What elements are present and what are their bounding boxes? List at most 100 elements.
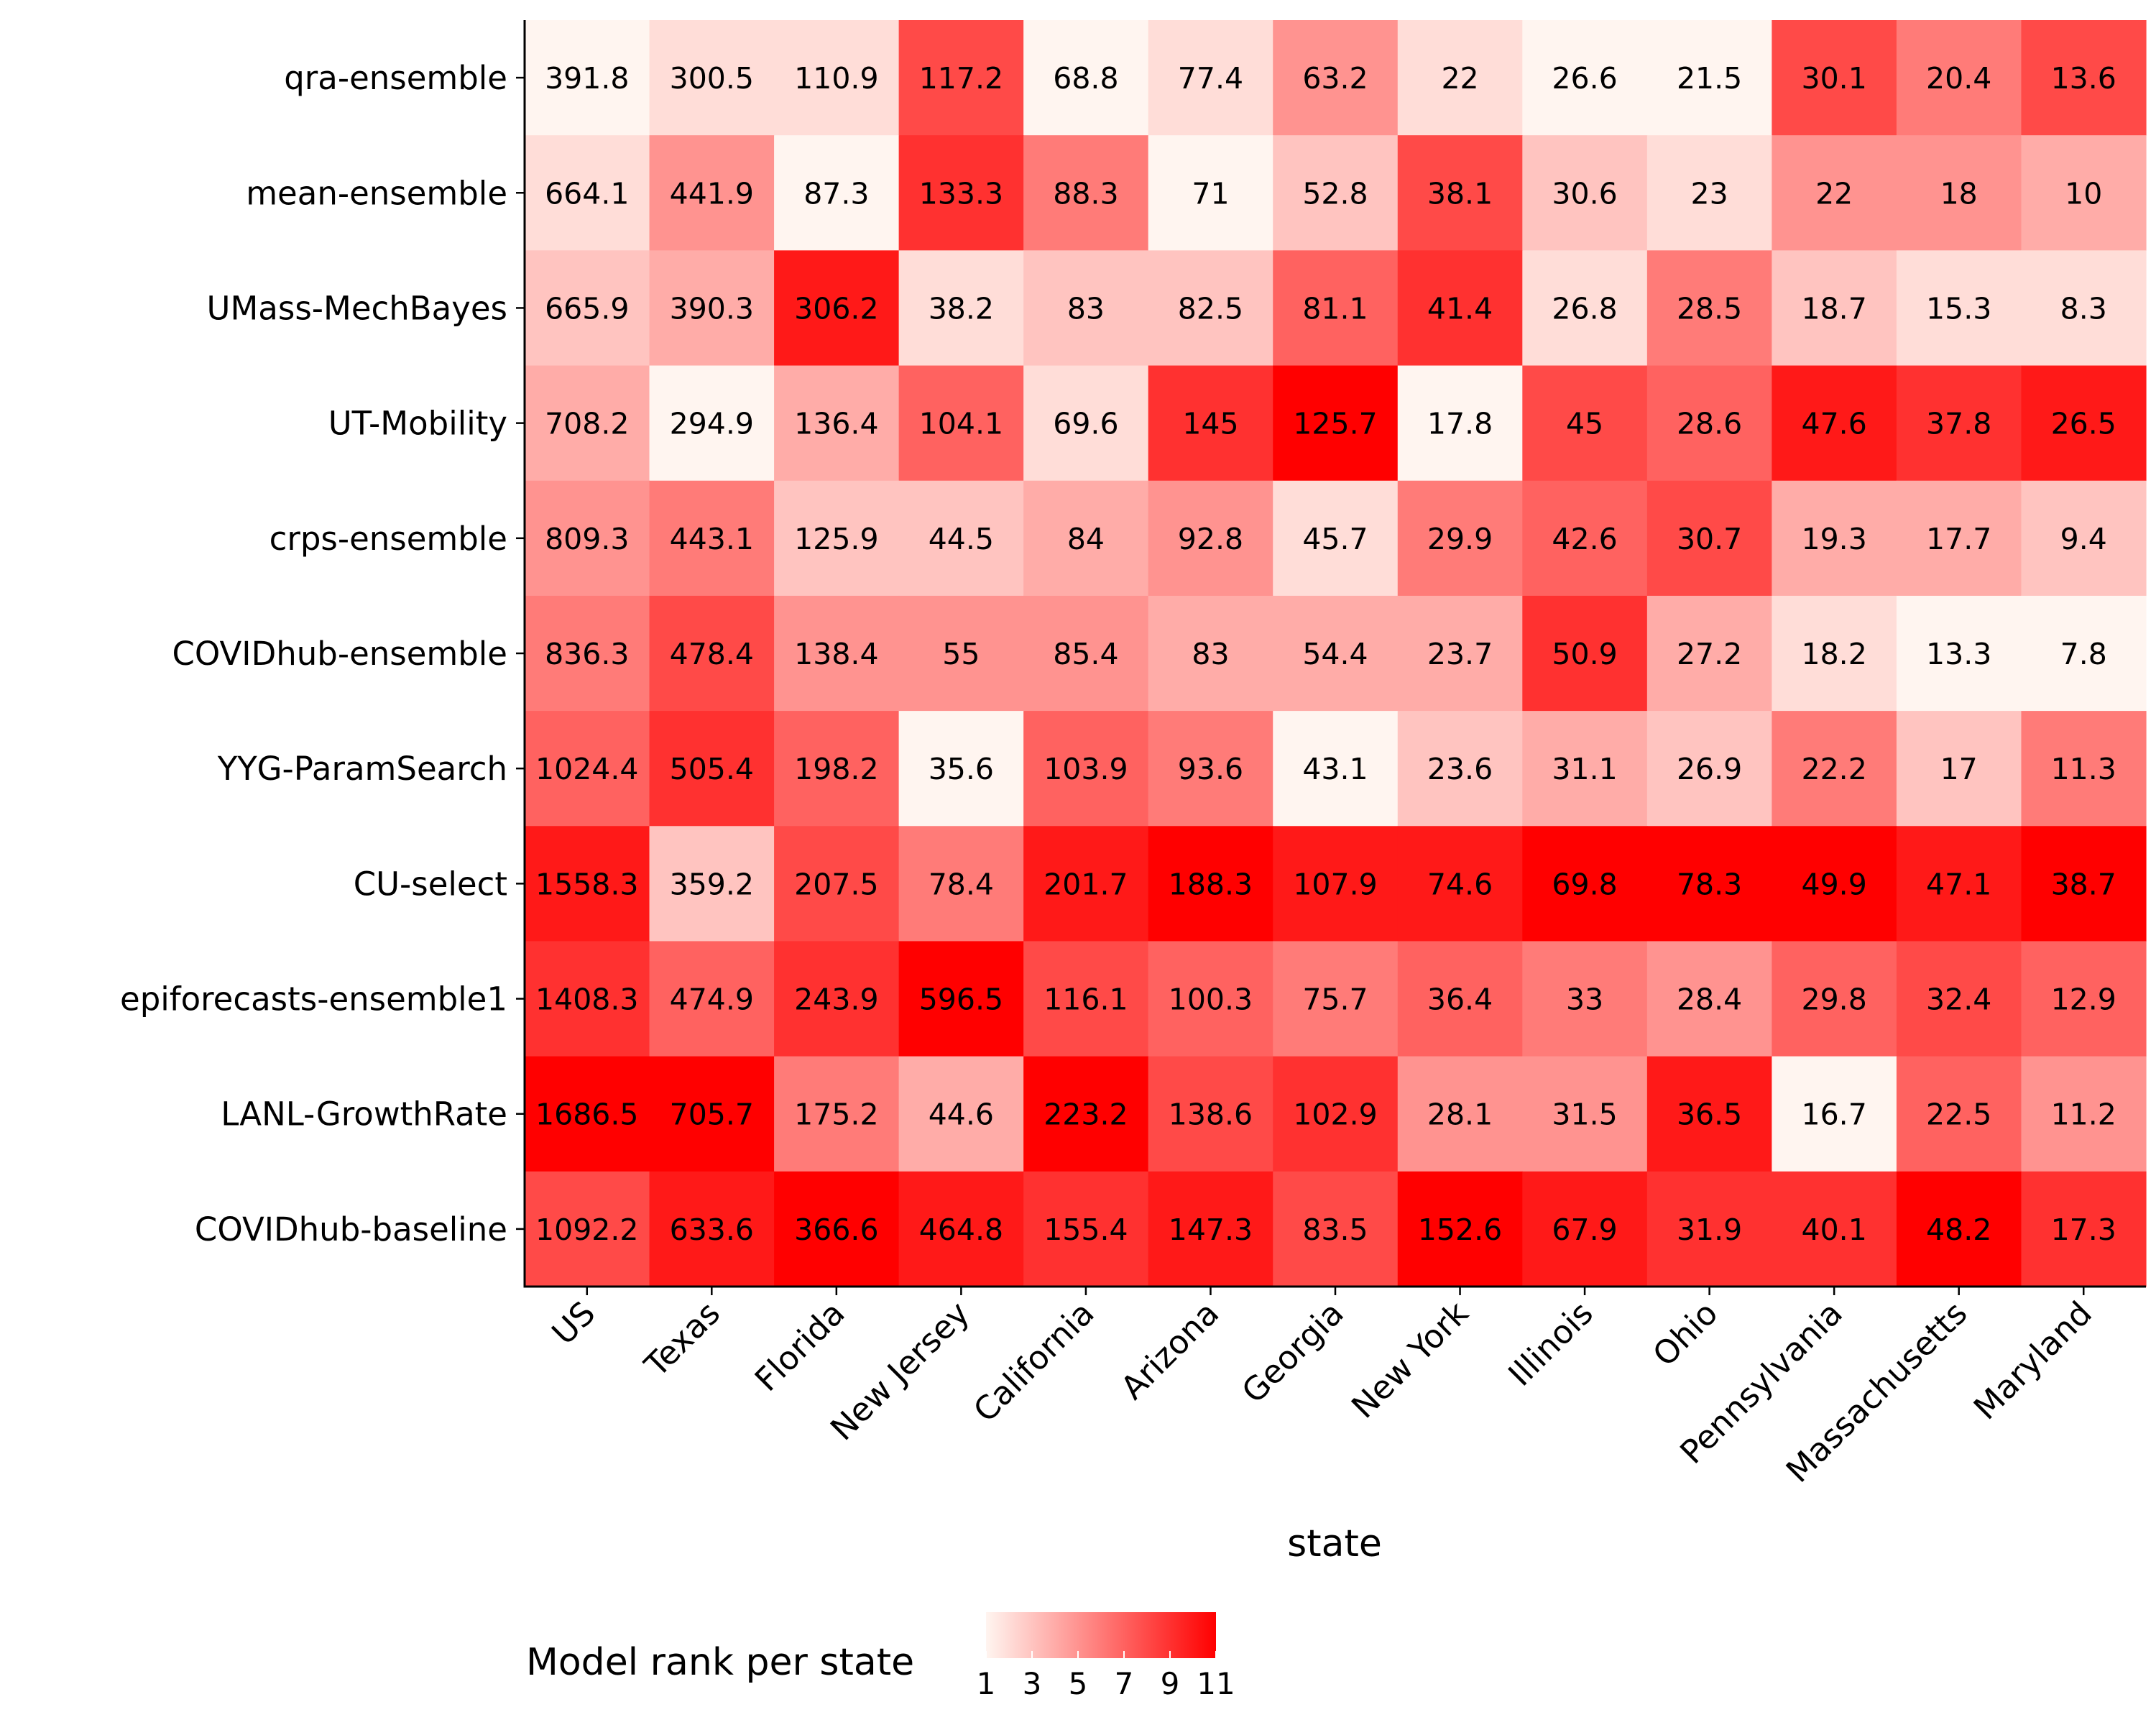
y-tick-label-qra-ensemble: qra-ensemble	[284, 59, 507, 97]
cell-value-label: 104.1	[919, 407, 1003, 441]
heatmap-cell	[1772, 135, 1897, 251]
heatmap-cell	[1148, 941, 1273, 1057]
cell-value-label: 21.5	[1677, 61, 1742, 96]
heatmap-cell	[774, 595, 900, 712]
cell-value-label: 42.6	[1552, 522, 1617, 556]
heatmap-cell	[525, 480, 650, 597]
heatmap-cell	[1522, 826, 1648, 942]
heatmap-cell	[898, 480, 1024, 597]
cell-value-label: 1408.3	[535, 983, 638, 1017]
heatmap-cell	[1896, 20, 2022, 136]
heatmap-cell	[649, 941, 775, 1057]
heatmap-cell	[898, 1171, 1024, 1287]
heatmap-cell	[2021, 20, 2147, 136]
cell-value-label: 243.9	[794, 983, 878, 1017]
cell-value-label: 50.9	[1552, 637, 1617, 671]
heatmap-cell	[1896, 365, 2022, 482]
cell-value-label: 47.6	[1802, 407, 1867, 441]
cell-value-label: 87.3	[803, 176, 869, 211]
cell-value-label: 69.6	[1053, 407, 1118, 441]
heatmap-cell	[1273, 480, 1399, 597]
heatmap-cell	[774, 20, 900, 136]
cell-value-label: 207.5	[794, 867, 878, 901]
cell-value-label: 78.4	[929, 867, 994, 901]
cell-value-label: 8.3	[2060, 291, 2107, 326]
y-tick-label-umass-mechbayes: UMass-MechBayes	[207, 289, 507, 327]
heatmap-cell	[1896, 135, 2022, 251]
x-tick-label-ohio: Ohio	[1645, 1294, 1725, 1374]
y-tick-label-covidhub-ensemble: COVIDhub-ensemble	[172, 635, 507, 673]
heatmap-cell	[525, 941, 650, 1057]
heatmap-cell	[649, 1171, 775, 1287]
cell-value-label: 54.4	[1302, 637, 1368, 671]
heatmap-cell	[1896, 1056, 2022, 1172]
cell-value-label: 45.7	[1302, 522, 1368, 556]
heatmap-cell	[1023, 250, 1149, 367]
heatmap-cell	[649, 480, 775, 597]
cell-value-label: 125.7	[1293, 407, 1377, 441]
heatmap-cell	[1148, 480, 1273, 597]
heatmap-cell	[2021, 711, 2147, 827]
cell-value-label: 30.1	[1802, 61, 1867, 96]
y-tick-label-ut-mobility: UT-Mobility	[328, 405, 507, 443]
cell-value-label: 478.4	[670, 637, 754, 671]
heatmap-cell	[2021, 826, 2147, 942]
x-tick-label-illinois: Illinois	[1501, 1294, 1600, 1393]
heatmap-cell	[1023, 20, 1149, 136]
heatmap-cell	[1023, 365, 1149, 482]
heatmap-cell	[1148, 250, 1273, 367]
axes	[523, 20, 2146, 1288]
y-tick-label-cu-select: CU-select	[354, 865, 507, 903]
heatmap-cell	[1772, 250, 1897, 367]
cell-value-label: 136.4	[794, 407, 878, 441]
cell-value-label: 17	[1940, 752, 1978, 786]
heatmap-cell	[898, 365, 1024, 482]
cell-value-label: 44.6	[929, 1098, 994, 1132]
heatmap-cell	[774, 1171, 900, 1287]
heatmap-cell	[1522, 365, 1648, 482]
heatmap-cell	[1646, 250, 1772, 367]
cell-value-labels: 391.8 300.5 110.9 117.2 68.8 77.4 63.2 22 26.6 21…	[535, 61, 2116, 1247]
cell-value-label: 52.8	[1302, 176, 1368, 211]
cell-value-label: 664.1	[545, 176, 629, 211]
cell-value-label: 300.5	[670, 61, 754, 96]
heatmap-cell	[1522, 941, 1648, 1057]
heatmap-cell	[1646, 135, 1772, 251]
legend-colorbar	[986, 1612, 1216, 1658]
heatmap-cell	[2021, 1056, 2147, 1172]
cell-value-label: 38.7	[2051, 867, 2116, 901]
heatmap-cells	[525, 20, 2147, 1287]
cell-value-label: 29.8	[1802, 983, 1867, 1017]
cell-value-label: 138.4	[794, 637, 878, 671]
cell-value-label: 23.7	[1427, 637, 1493, 671]
heatmap-cell	[1023, 826, 1149, 942]
cell-value-label: 30.7	[1677, 522, 1742, 556]
cell-value-label: 74.6	[1427, 867, 1493, 901]
heatmap-cell	[1772, 826, 1897, 942]
cell-value-label: 705.7	[670, 1098, 754, 1132]
x-tick-label-georgia: Georgia	[1235, 1294, 1351, 1410]
cell-value-label: 22.5	[1926, 1098, 1991, 1132]
heatmap-cell	[1397, 480, 1523, 597]
heatmap-cell	[1397, 20, 1523, 136]
heatmap-cell	[898, 595, 1024, 712]
heatmap-cell	[1896, 250, 2022, 367]
cell-value-label: 391.8	[545, 61, 629, 96]
cell-value-label: 18.2	[1802, 637, 1867, 671]
cell-value-label: 71	[1192, 176, 1229, 211]
heatmap-cell	[525, 250, 650, 367]
cell-value-label: 17.7	[1926, 522, 1991, 556]
legend-tick-label: 7	[1115, 1666, 1134, 1701]
cell-value-label: 32.4	[1926, 983, 1991, 1017]
cell-value-label: 17.3	[2051, 1213, 2116, 1247]
heatmap-cell	[525, 826, 650, 942]
cell-value-label: 85.4	[1053, 637, 1118, 671]
heatmap-cell	[1896, 826, 2022, 942]
heatmap-cell	[2021, 365, 2147, 482]
heatmap-cell	[1397, 595, 1523, 712]
cell-value-label: 809.3	[545, 522, 629, 556]
heatmap-cell	[898, 941, 1024, 1057]
cell-value-label: 152.6	[1418, 1213, 1502, 1247]
heatmap-cell	[1397, 135, 1523, 251]
